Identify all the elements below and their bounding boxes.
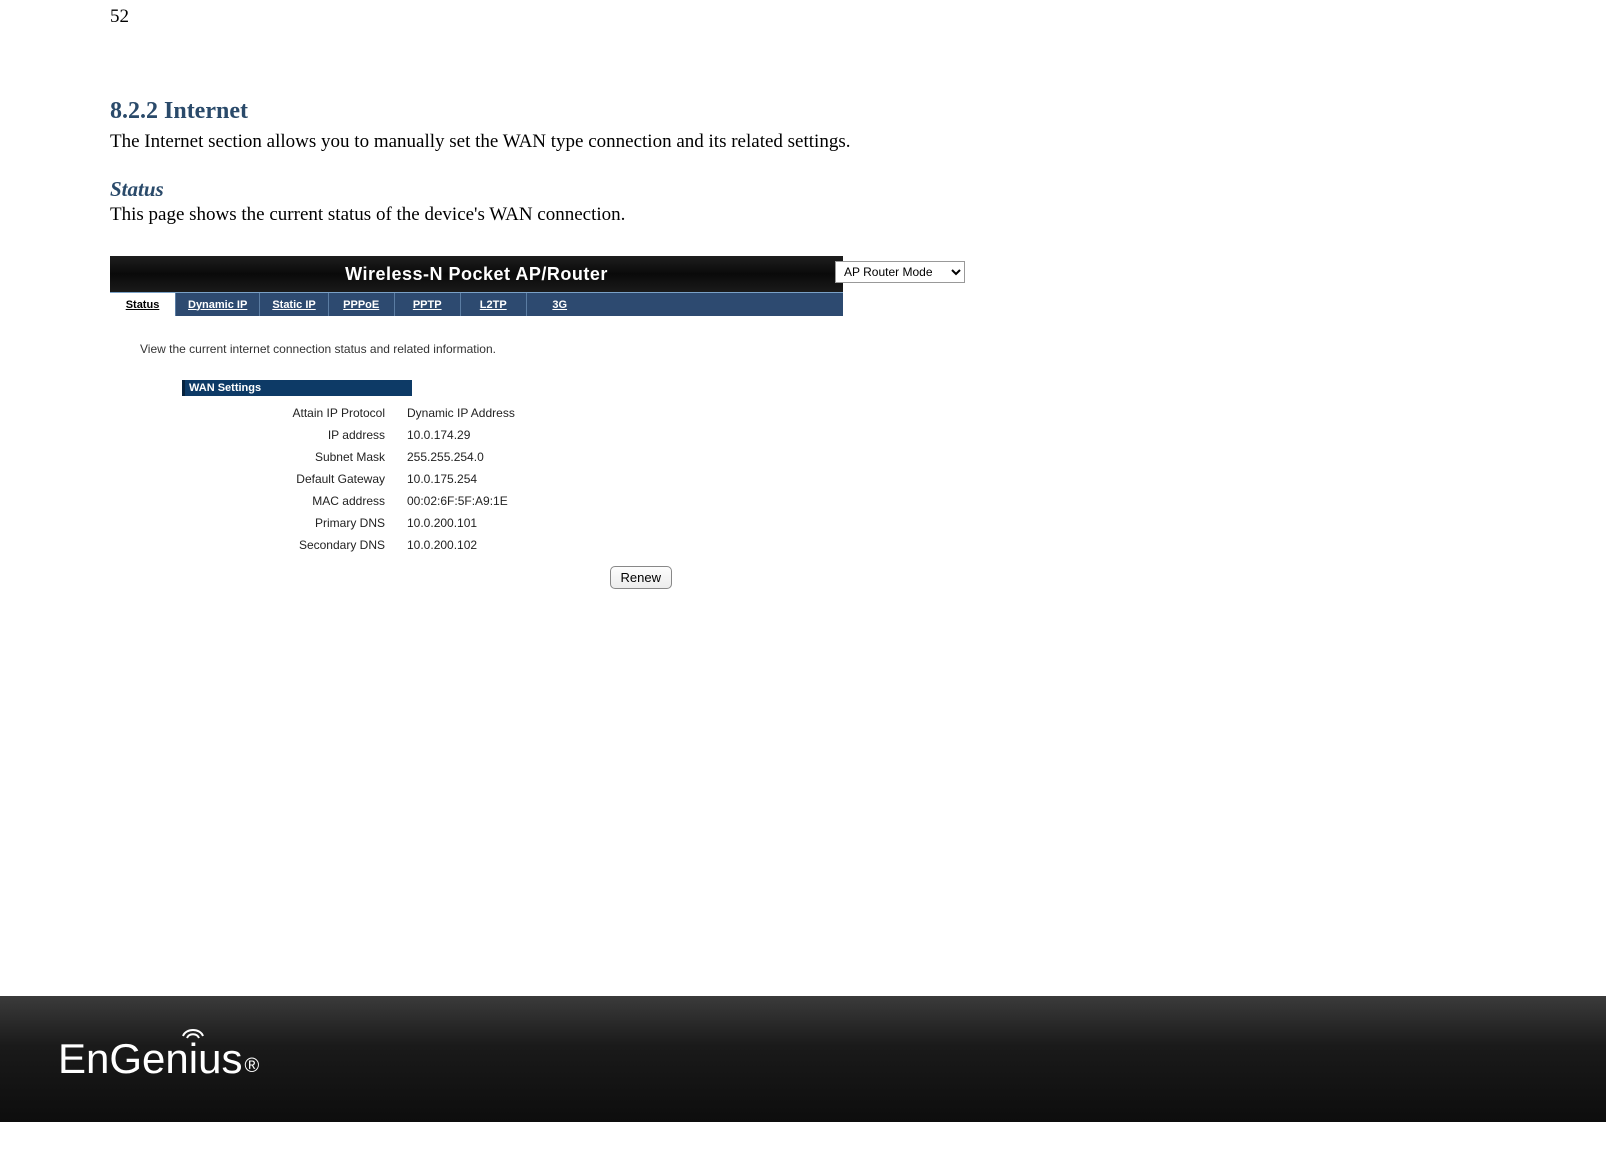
section-intro: The Internet section allows you to manua… <box>110 131 1496 153</box>
mode-select-wrap: AP Router Mode <box>835 261 965 283</box>
status-intro: This page shows the current status of th… <box>110 204 1496 226</box>
label-subnet: Subnet Mask <box>182 450 407 464</box>
label-gateway: Default Gateway <box>182 472 407 486</box>
brand-text-en: EnGen <box>58 1038 189 1080</box>
wan-settings-header: WAN Settings <box>182 380 412 396</box>
tab-bar: Status Dynamic IP Static IP PPPoE PPTP L… <box>110 292 843 316</box>
screenshot-body: View the current internet connection sta… <box>110 316 843 601</box>
renew-row: Renew <box>182 566 672 589</box>
wan-settings-block: WAN Settings Attain IP Protocol Dynamic … <box>182 380 722 589</box>
tab-3g[interactable]: 3G <box>527 293 593 316</box>
row-subnet: Subnet Mask 255.255.254.0 <box>182 446 722 468</box>
title-bar: Wireless-N Pocket AP/Router AP Router Mo… <box>110 256 843 292</box>
label-attain-ip: Attain IP Protocol <box>182 406 407 420</box>
page-footer: EnGen ius® <box>0 996 1606 1122</box>
wifi-icon <box>182 1024 204 1040</box>
label-ip-address: IP address <box>182 428 407 442</box>
row-ip-address: IP address 10.0.174.29 <box>182 424 722 446</box>
label-dns1: Primary DNS <box>182 516 407 530</box>
value-dns2: 10.0.200.102 <box>407 538 477 552</box>
row-dns2: Secondary DNS 10.0.200.102 <box>182 534 722 556</box>
tab-dynamic-ip[interactable]: Dynamic IP <box>176 293 260 316</box>
row-attain-ip: Attain IP Protocol Dynamic IP Address <box>182 402 722 424</box>
value-subnet: 255.255.254.0 <box>407 450 484 464</box>
brand-i-with-wifi: i <box>189 1038 198 1080</box>
brand-logo: EnGen ius® <box>58 1038 259 1080</box>
wan-settings-table: Attain IP Protocol Dynamic IP Address IP… <box>182 402 722 556</box>
value-mac: 00:02:6F:5F:A9:1E <box>407 494 508 508</box>
tab-pppoe[interactable]: PPPoE <box>329 293 395 316</box>
tab-status[interactable]: Status <box>110 293 176 316</box>
value-ip-address: 10.0.174.29 <box>407 428 470 442</box>
tab-l2tp[interactable]: L2TP <box>461 293 527 316</box>
row-dns1: Primary DNS 10.0.200.101 <box>182 512 722 534</box>
registered-symbol: ® <box>244 1056 259 1076</box>
value-gateway: 10.0.175.254 <box>407 472 477 486</box>
page-number: 52 <box>110 6 1496 28</box>
row-mac: MAC address 00:02:6F:5F:A9:1E <box>182 490 722 512</box>
tab-static-ip[interactable]: Static IP <box>260 293 328 316</box>
value-dns1: 10.0.200.101 <box>407 516 477 530</box>
row-gateway: Default Gateway 10.0.175.254 <box>182 468 722 490</box>
status-heading: Status <box>110 177 1496 202</box>
label-dns2: Secondary DNS <box>182 538 407 552</box>
section-heading: 8.2.2 Internet <box>110 98 1496 125</box>
label-mac: MAC address <box>182 494 407 508</box>
mode-select[interactable]: AP Router Mode <box>835 261 965 283</box>
tab-pptp[interactable]: PPTP <box>395 293 461 316</box>
brand-text-us: us <box>198 1038 242 1080</box>
renew-button[interactable]: Renew <box>610 566 672 589</box>
device-title: Wireless-N Pocket AP/Router <box>345 264 608 285</box>
router-screenshot: Wireless-N Pocket AP/Router AP Router Mo… <box>110 256 843 601</box>
value-attain-ip: Dynamic IP Address <box>407 406 515 420</box>
description-text: View the current internet connection sta… <box>140 342 833 356</box>
